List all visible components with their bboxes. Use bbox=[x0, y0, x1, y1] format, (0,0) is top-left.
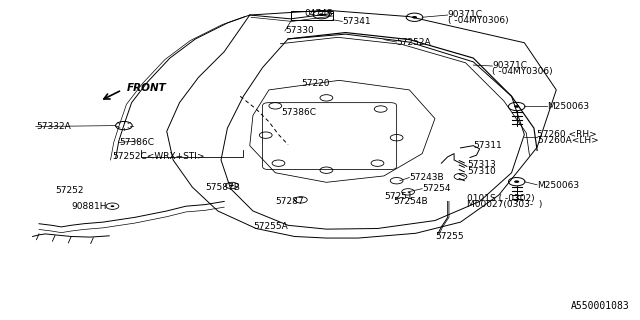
Text: ( -04MY0306): ( -04MY0306) bbox=[492, 67, 553, 76]
Circle shape bbox=[412, 16, 417, 19]
Bar bbox=[291, 11, 333, 20]
Text: 57255A: 57255A bbox=[253, 222, 288, 231]
Circle shape bbox=[230, 185, 234, 187]
Text: 57254: 57254 bbox=[422, 184, 451, 193]
Text: A550001083: A550001083 bbox=[571, 301, 630, 311]
Text: 57311: 57311 bbox=[473, 141, 502, 150]
Text: M250063: M250063 bbox=[537, 181, 579, 190]
Circle shape bbox=[319, 13, 324, 16]
Text: 0474S: 0474S bbox=[304, 9, 333, 18]
Text: 57260A<LH>: 57260A<LH> bbox=[537, 136, 599, 145]
Text: 57252C<WRX+STI>: 57252C<WRX+STI> bbox=[113, 152, 205, 161]
Text: 57287: 57287 bbox=[275, 197, 304, 206]
Text: 90371C: 90371C bbox=[448, 10, 483, 19]
Text: 57243B: 57243B bbox=[410, 173, 444, 182]
Text: 57251: 57251 bbox=[384, 192, 413, 201]
Text: 57386C: 57386C bbox=[282, 108, 317, 117]
Text: 90881H: 90881H bbox=[71, 202, 106, 211]
Text: 57252: 57252 bbox=[55, 186, 83, 195]
Text: 57587B: 57587B bbox=[205, 183, 240, 192]
Text: 90371C: 90371C bbox=[492, 60, 527, 69]
Text: 57254B: 57254B bbox=[394, 197, 428, 206]
Text: 57330: 57330 bbox=[285, 27, 314, 36]
Text: M250063: M250063 bbox=[547, 102, 589, 111]
Text: 57313: 57313 bbox=[467, 160, 495, 169]
Text: 57260 <RH>: 57260 <RH> bbox=[537, 130, 597, 139]
Circle shape bbox=[514, 180, 519, 183]
Text: 57252A: 57252A bbox=[397, 38, 431, 47]
Text: 57341: 57341 bbox=[342, 17, 371, 26]
Text: 57255: 57255 bbox=[435, 232, 463, 241]
Text: FRONT: FRONT bbox=[127, 83, 167, 93]
Text: 57386C: 57386C bbox=[119, 138, 154, 147]
Circle shape bbox=[514, 105, 519, 108]
Text: 57310: 57310 bbox=[467, 167, 495, 176]
Text: ( -04MY0306): ( -04MY0306) bbox=[448, 16, 508, 25]
Text: M00027(0303-  ): M00027(0303- ) bbox=[467, 200, 542, 209]
Circle shape bbox=[111, 205, 115, 207]
Text: 57220: 57220 bbox=[301, 79, 330, 88]
Text: 0101S ( -0302): 0101S ( -0302) bbox=[467, 194, 534, 203]
Text: 57332A: 57332A bbox=[36, 122, 70, 131]
